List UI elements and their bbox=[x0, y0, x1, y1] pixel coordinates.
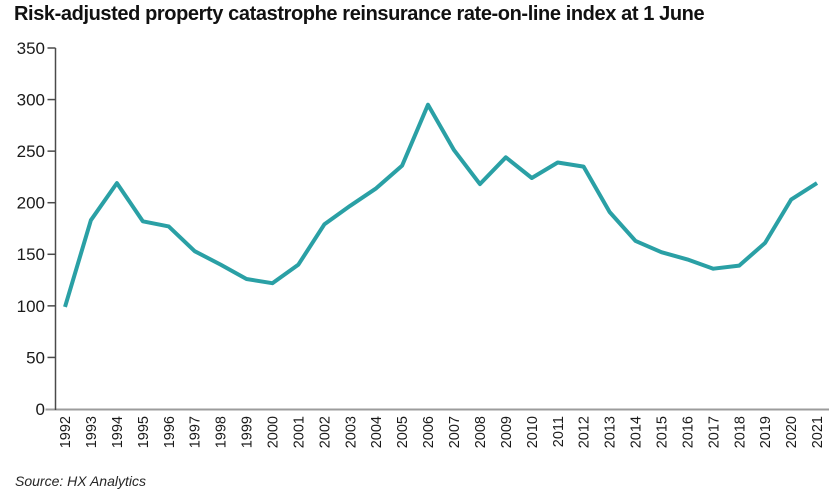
x-tick-label: 2021 bbox=[810, 416, 826, 448]
x-tick-label: 1998 bbox=[214, 416, 230, 448]
y-tick-label: 50 bbox=[26, 348, 45, 367]
rate-on-line-index-line bbox=[63, 102, 819, 308]
x-tick-label: 2006 bbox=[421, 416, 437, 448]
x-tick-label: 2005 bbox=[395, 416, 411, 448]
x-tick-label: 1997 bbox=[188, 416, 204, 448]
y-tick-label: 200 bbox=[17, 194, 45, 213]
x-tick-label: 1992 bbox=[58, 416, 74, 448]
x-tick-label: 2003 bbox=[343, 416, 359, 448]
y-tick-label: 250 bbox=[17, 142, 45, 161]
y-tick-label: 300 bbox=[17, 91, 45, 110]
y-tick-label: 350 bbox=[17, 39, 45, 58]
x-tick-label: 2011 bbox=[551, 416, 567, 447]
x-tick-label: 2012 bbox=[577, 416, 593, 448]
y-tick-label: 150 bbox=[17, 245, 45, 264]
source-caption: Source: HX Analytics bbox=[15, 473, 146, 489]
x-tick-label: 2019 bbox=[758, 416, 774, 448]
x-tick-label: 2002 bbox=[317, 416, 333, 448]
x-tick-label: 2001 bbox=[291, 416, 307, 448]
x-tick-label: 2009 bbox=[499, 416, 515, 448]
y-tick-label: 100 bbox=[17, 297, 45, 316]
x-tick-label: 2020 bbox=[784, 416, 800, 448]
x-tick-label: 2016 bbox=[680, 416, 696, 448]
x-tick-label: 2017 bbox=[706, 416, 722, 448]
x-tick-label: 1995 bbox=[136, 416, 152, 448]
x-tick-label: 2014 bbox=[629, 416, 645, 448]
x-tick-label: 2015 bbox=[654, 416, 670, 448]
x-tick-label: 1993 bbox=[84, 416, 100, 448]
chart-title: Risk-adjusted property catastrophe reins… bbox=[14, 3, 705, 25]
x-tick-label: 1994 bbox=[110, 416, 126, 448]
x-tick-label: 2007 bbox=[447, 416, 463, 448]
x-tick-label: 2008 bbox=[473, 416, 489, 448]
x-tick-label: 2010 bbox=[525, 416, 541, 448]
x-tick-label: 2018 bbox=[732, 416, 748, 448]
x-tick-label: 2013 bbox=[603, 416, 619, 448]
y-tick-label: 0 bbox=[36, 400, 45, 419]
x-tick-label: 1996 bbox=[162, 416, 178, 448]
x-tick-label: 2004 bbox=[369, 416, 385, 448]
x-tick-label: 2000 bbox=[266, 416, 282, 448]
x-tick-label: 1999 bbox=[240, 416, 256, 448]
